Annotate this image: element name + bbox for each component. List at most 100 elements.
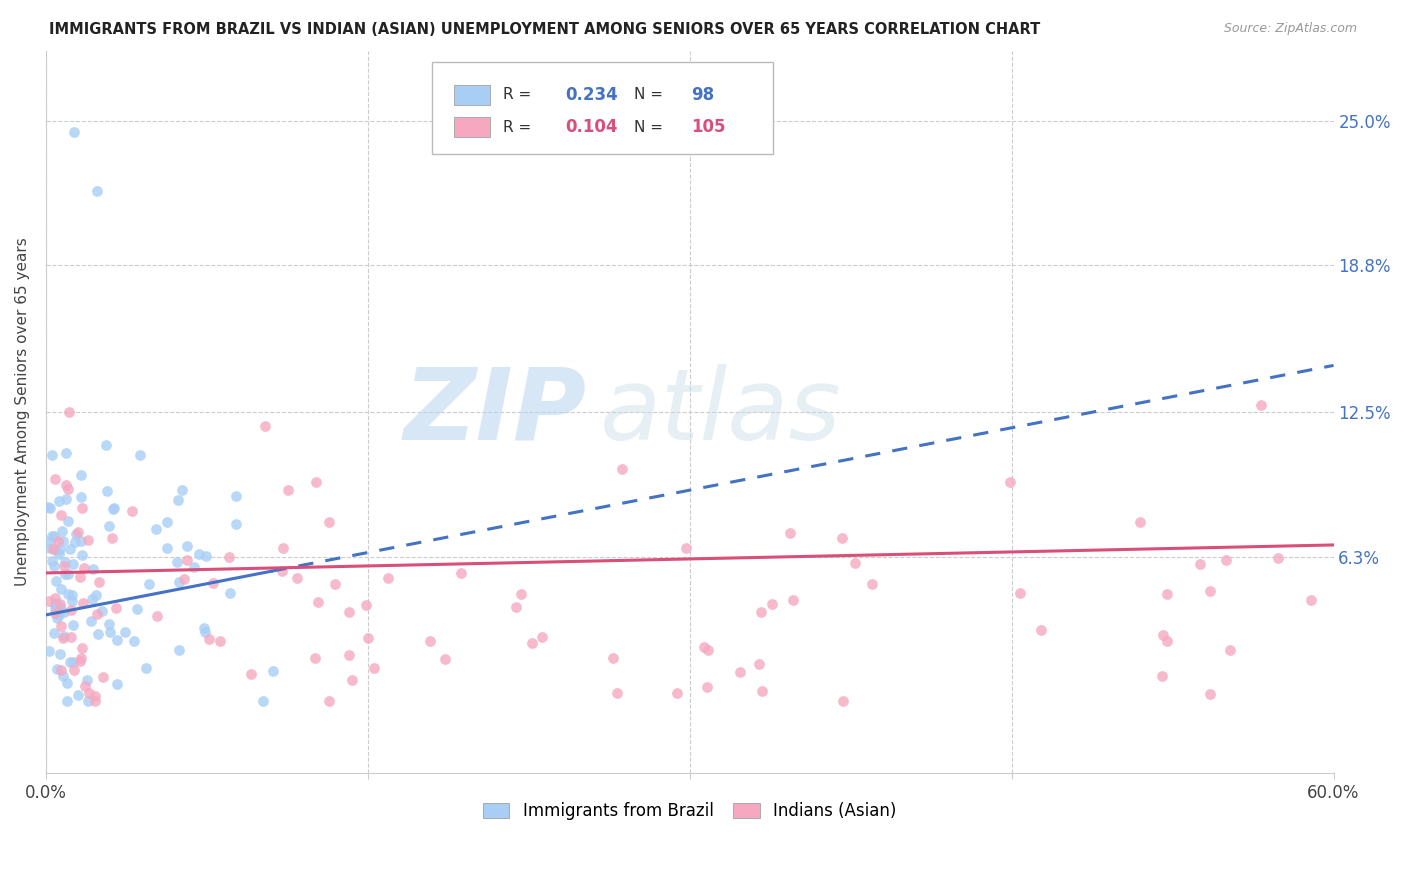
Point xyxy=(844,557,866,571)
Point xyxy=(69,570,91,584)
Point xyxy=(665,686,688,700)
Point xyxy=(58,405,80,419)
Point xyxy=(70,549,93,563)
Point xyxy=(782,592,804,607)
Point xyxy=(44,601,66,615)
Point xyxy=(53,556,76,570)
Point xyxy=(77,694,100,708)
Point xyxy=(101,501,124,516)
Point xyxy=(90,604,112,618)
Point xyxy=(193,624,215,639)
Point xyxy=(49,542,72,557)
Point xyxy=(337,648,360,662)
Point xyxy=(41,448,63,462)
Point xyxy=(342,673,364,688)
Point xyxy=(318,694,340,708)
Point xyxy=(239,667,262,681)
Point xyxy=(195,549,218,563)
Point xyxy=(38,643,60,657)
Text: 105: 105 xyxy=(690,119,725,136)
Point xyxy=(46,611,69,625)
Point xyxy=(779,525,801,540)
Point xyxy=(146,608,169,623)
Point xyxy=(46,606,69,620)
Point xyxy=(1267,550,1289,565)
Point xyxy=(96,483,118,498)
Point xyxy=(122,634,145,648)
Point xyxy=(520,636,543,650)
Text: ZIP: ZIP xyxy=(404,364,586,460)
Point xyxy=(105,633,128,648)
Point xyxy=(60,603,83,617)
Point xyxy=(270,564,292,578)
Point xyxy=(62,618,84,632)
Point xyxy=(55,491,77,506)
Text: R =: R = xyxy=(503,120,536,135)
Point xyxy=(1198,687,1220,701)
Point xyxy=(37,500,59,514)
Point xyxy=(748,657,770,671)
Point xyxy=(1152,628,1174,642)
Point xyxy=(176,540,198,554)
Point xyxy=(49,663,72,677)
Point xyxy=(52,534,75,549)
Point xyxy=(602,651,624,665)
Point xyxy=(356,632,378,646)
Point xyxy=(42,529,65,543)
Point xyxy=(48,547,70,561)
Point xyxy=(696,680,718,694)
Point xyxy=(1250,398,1272,412)
Point xyxy=(86,184,108,198)
Point xyxy=(145,522,167,536)
FancyBboxPatch shape xyxy=(454,85,491,105)
Point xyxy=(48,494,70,508)
Point xyxy=(749,605,772,619)
Point xyxy=(271,541,294,555)
Point xyxy=(63,535,86,549)
Point xyxy=(48,608,70,623)
Point xyxy=(218,549,240,564)
Point xyxy=(107,677,129,691)
Point xyxy=(56,566,79,581)
Point xyxy=(697,643,720,657)
Point xyxy=(1031,624,1053,638)
Point xyxy=(52,669,75,683)
Point xyxy=(83,690,105,704)
Point xyxy=(860,576,883,591)
Point xyxy=(167,643,190,657)
Point xyxy=(104,601,127,615)
Point xyxy=(52,631,75,645)
Point xyxy=(52,559,75,574)
Text: N =: N = xyxy=(634,120,668,135)
Point xyxy=(1189,558,1212,572)
Point xyxy=(1129,515,1152,529)
Point xyxy=(87,627,110,641)
Point xyxy=(70,534,93,549)
Point xyxy=(225,517,247,532)
Point xyxy=(42,541,65,556)
Point xyxy=(675,541,697,556)
Point xyxy=(63,664,86,678)
Point xyxy=(505,600,527,615)
Point xyxy=(45,596,67,610)
Point xyxy=(187,547,209,561)
Point xyxy=(56,587,79,601)
Point xyxy=(59,542,82,557)
Point xyxy=(42,559,65,574)
Point xyxy=(530,630,553,644)
Point xyxy=(49,647,72,661)
Point xyxy=(121,504,143,518)
Point xyxy=(70,651,93,665)
Point xyxy=(339,605,361,619)
Point xyxy=(44,625,66,640)
Point xyxy=(98,617,121,632)
Point xyxy=(39,533,62,548)
Point xyxy=(262,664,284,678)
Point xyxy=(197,632,219,646)
Point xyxy=(254,419,277,434)
Point xyxy=(45,574,67,588)
Point xyxy=(66,688,89,702)
Text: 0.104: 0.104 xyxy=(565,119,617,136)
Point xyxy=(156,515,179,529)
Point xyxy=(82,562,104,576)
